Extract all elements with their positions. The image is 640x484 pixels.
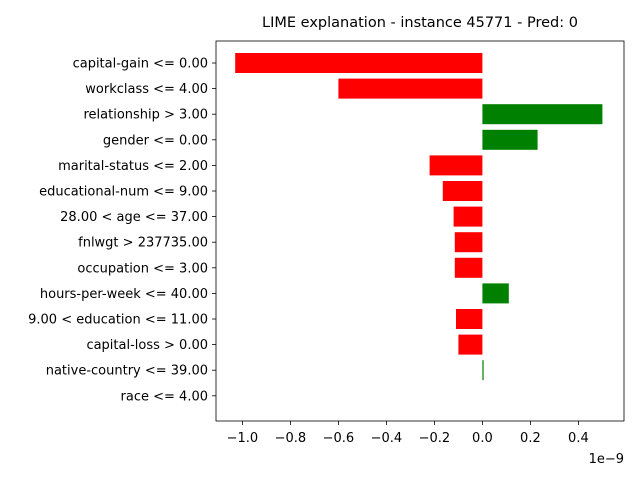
bar-11	[458, 334, 483, 355]
y-tick-label: hours-per-week <= 40.00	[40, 287, 208, 302]
bar-2	[482, 104, 603, 125]
bar-0	[235, 53, 483, 73]
y-tick-label: occupation <= 3.00	[77, 261, 208, 276]
bar-8	[454, 257, 483, 278]
axes-layer	[215, 40, 625, 422]
x-tick-label: −0.8	[275, 431, 307, 446]
x-tick-label: 0.4	[568, 431, 589, 446]
bar-10	[456, 309, 483, 329]
bars-layer	[235, 53, 603, 381]
x-tick-label: −0.2	[419, 431, 451, 446]
bar-5	[442, 181, 483, 201]
y-tick-label: marital-status <= 2.00	[58, 159, 208, 174]
plot-frame	[215, 40, 625, 422]
y-tick-label: capital-loss > 0.00	[86, 338, 208, 353]
y-tick-label: educational-num <= 9.00	[39, 185, 208, 200]
y-tick-label: 9.00 < education <= 11.00	[28, 313, 208, 328]
y-tick-label: workclass <= 4.00	[85, 82, 208, 97]
x-tick-layer: −1.0 −0.8 −0.6 −0.4 −0.2 0.0 0.2 0.4	[227, 421, 589, 446]
chart-title: LIME explanation - instance 45771 - Pred…	[262, 15, 578, 31]
x-tick-label: −1.0	[227, 431, 259, 446]
bar-4	[429, 155, 483, 176]
bar-12	[482, 360, 484, 381]
y-tick-label: fnlwgt > 237735.00	[78, 236, 208, 251]
x-axis-offset-label: 1e−9	[589, 452, 624, 467]
x-tick-label: 0.2	[520, 431, 541, 446]
bar-9	[482, 283, 509, 304]
x-tick-label: −0.4	[371, 431, 403, 446]
y-tick-label: capital-gain <= 0.00	[73, 57, 208, 72]
y-tick-label: gender <= 0.00	[103, 133, 208, 148]
x-tick-label: −0.6	[323, 431, 355, 446]
y-tick-label: race <= 4.00	[121, 389, 208, 404]
bar-1	[338, 78, 483, 99]
bar-3	[482, 129, 538, 150]
y-tick-label: relationship > 3.00	[83, 108, 208, 123]
y-tick-layer: capital-gain <= 0.00 workclass <= 4.00 rel…	[28, 57, 216, 404]
bar-6	[453, 206, 483, 227]
y-tick-label: 28.00 < age <= 37.00	[60, 210, 208, 225]
y-tick-label: native-country <= 39.00	[46, 364, 208, 379]
x-tick-label: 0.0	[472, 431, 493, 446]
bar-7	[454, 232, 483, 253]
